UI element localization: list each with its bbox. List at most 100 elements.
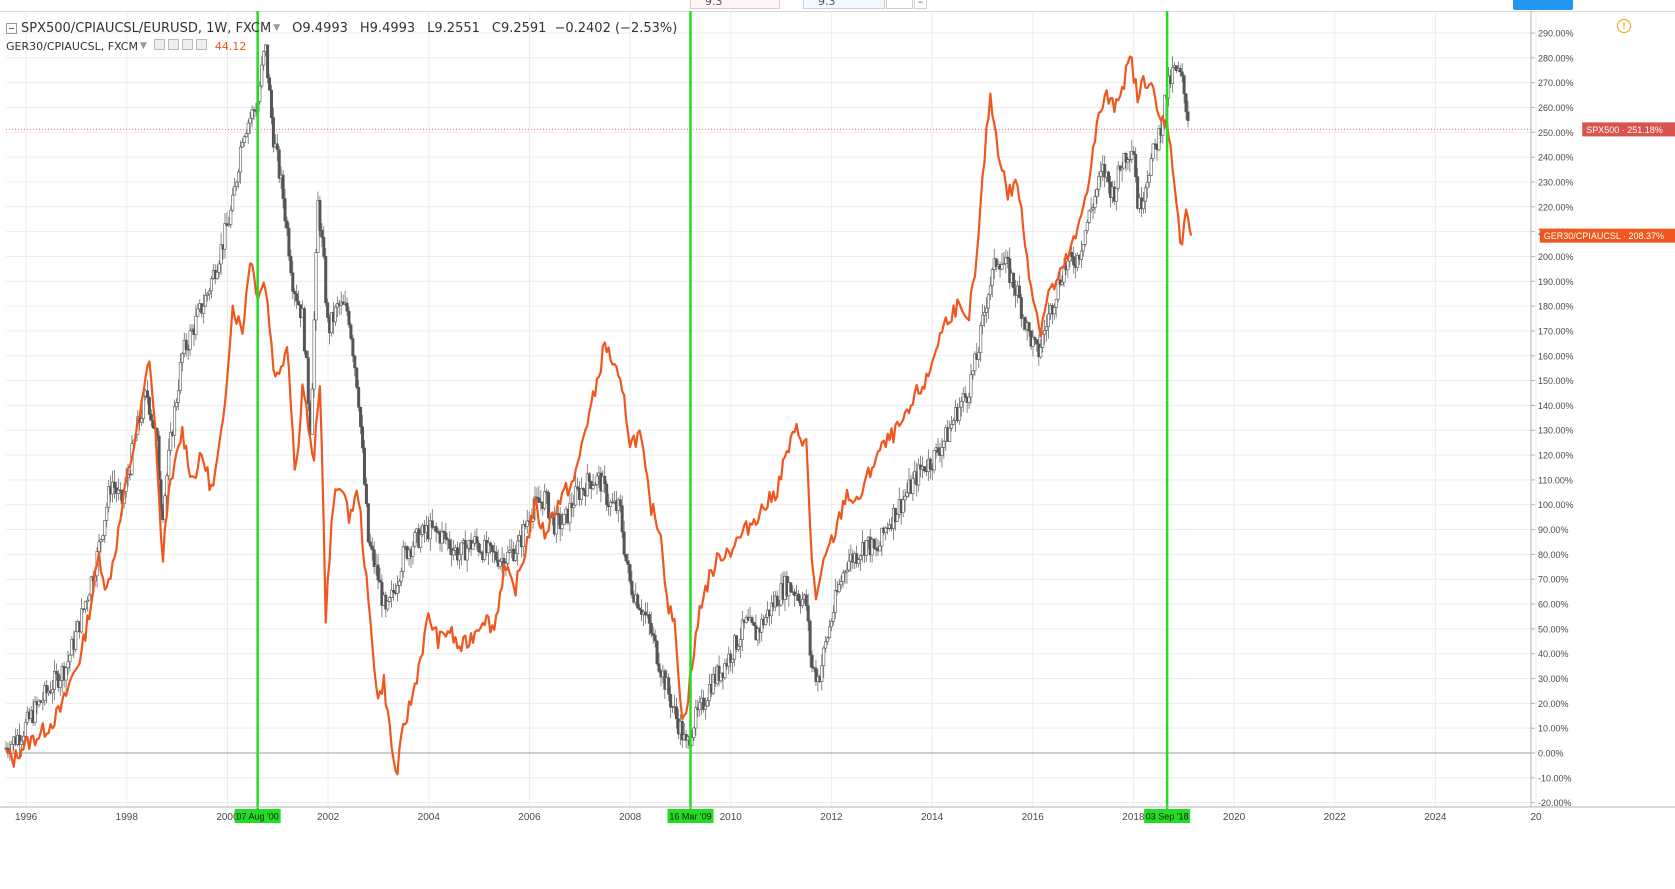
- candle-body: [593, 484, 597, 486]
- x-tick-label: 2016: [1022, 812, 1045, 823]
- candle-body: [33, 701, 37, 724]
- candle-body: [41, 700, 45, 703]
- candle-body: [845, 569, 849, 573]
- toolbar-field-b[interactable]: 9.3: [803, 0, 885, 9]
- candle-body: [459, 542, 463, 555]
- warning-icon[interactable]: !: [1617, 19, 1631, 33]
- x-tick-label: 2008: [619, 812, 642, 823]
- candle-body: [231, 194, 235, 211]
- candle-body: [237, 171, 241, 183]
- candle-body: [1116, 165, 1120, 189]
- main-symbol-label[interactable]: SPX500/CPIAUCSL/EURUSD, 1W, FXCM: [21, 20, 272, 36]
- candle-body: [543, 491, 547, 509]
- candle-body: [820, 665, 824, 682]
- x-tick-label: 2012: [820, 812, 843, 823]
- candle-body: [262, 51, 266, 66]
- candle-body: [859, 555, 863, 560]
- candle-body: [1076, 254, 1080, 268]
- candle-body: [1017, 285, 1021, 298]
- candle-body: [107, 486, 111, 508]
- candle-body: [457, 554, 461, 561]
- vertical-markers: 07 Aug '00 16 Mar '09 03 Sep '18: [234, 11, 1191, 823]
- candle-body: [880, 527, 884, 547]
- y-tick-label: 10.00%: [1538, 724, 1569, 734]
- candle-body: [740, 619, 744, 640]
- candle-body: [521, 524, 525, 548]
- candle-body: [547, 492, 551, 519]
- candle-body: [1157, 128, 1161, 150]
- candle-body: [777, 604, 781, 607]
- legend-main-row[interactable]: SPX500/CPIAUCSL/EURUSD, 1W, FXCM ▼ O9.49…: [6, 18, 677, 38]
- candle-body: [1039, 347, 1043, 358]
- y-tick-label: 110.00%: [1538, 475, 1573, 485]
- candle-body: [837, 584, 841, 593]
- candle-body: [752, 622, 756, 626]
- candle-body: [901, 499, 905, 513]
- eye-icon[interactable]: [153, 39, 165, 50]
- candle-body: [1008, 258, 1012, 283]
- candle-body: [736, 646, 740, 650]
- chevron-down-icon[interactable]: ▼: [273, 23, 281, 33]
- candle-body: [345, 302, 349, 312]
- x-tick-label: 20: [1530, 812, 1542, 823]
- y-tick-label: 180.00%: [1538, 302, 1574, 312]
- candle-body: [911, 478, 915, 494]
- candle-body: [711, 673, 715, 694]
- candle-body: [647, 614, 651, 624]
- candle-body: [981, 314, 985, 326]
- candle-body: [167, 449, 171, 477]
- candle-body: [448, 539, 452, 549]
- candle-body: [54, 671, 58, 675]
- chart-pane[interactable]: 07 Aug '00 16 Mar '09 03 Sep '18 1996 1998 2…: [0, 11, 1675, 889]
- candle-body: [204, 295, 208, 307]
- candle-body: [246, 122, 250, 134]
- candle-body: [1000, 264, 1004, 270]
- candle-body: [828, 626, 832, 639]
- candle-body: [514, 553, 518, 561]
- candle-body: [595, 475, 599, 485]
- settings-icon[interactable]: [167, 39, 179, 50]
- candle-body: [535, 496, 539, 499]
- x-tick-label: 1998: [116, 812, 139, 823]
- candle-body: [797, 593, 801, 601]
- candle-body: [738, 639, 742, 647]
- candle-body: [630, 580, 634, 596]
- candle-body: [359, 406, 363, 427]
- y-tick-label: 100.00%: [1538, 500, 1574, 510]
- compare-symbol-label[interactable]: GER30/CPIAUCSL, FXCM: [6, 39, 138, 53]
- candle-body: [895, 514, 899, 522]
- candle-body: [810, 654, 814, 668]
- toolbar-action-button[interactable]: [1513, 0, 1573, 10]
- candle-body: [831, 612, 835, 622]
- marker-date-badge: [234, 809, 281, 823]
- candle-body: [58, 680, 62, 688]
- chart-svg[interactable]: 07 Aug '00 16 Mar '09 03 Sep '18 1996 1998 2…: [0, 11, 1675, 889]
- candle-body: [452, 550, 456, 556]
- candle-body: [85, 599, 89, 603]
- candle-body: [884, 527, 888, 533]
- minimize-button[interactable]: –: [914, 0, 927, 9]
- candle-body: [440, 531, 444, 544]
- candle-body: [936, 447, 940, 453]
- legend-compare-row[interactable]: GER30/CPIAUCSL, FXCM ▼ 44.12: [6, 38, 677, 54]
- candle-body: [986, 294, 990, 309]
- close-icon[interactable]: [195, 39, 207, 50]
- collapse-legend-icon[interactable]: [6, 22, 17, 34]
- ohlc-low: L9.2551: [427, 20, 480, 36]
- candle-body: [353, 355, 357, 369]
- candle-body: [490, 545, 494, 552]
- candle-body: [516, 540, 520, 554]
- candle-body: [839, 581, 843, 586]
- candle-body: [1126, 159, 1130, 163]
- candle-body: [83, 601, 87, 610]
- toolbar-field-a[interactable]: 9.3: [690, 0, 780, 9]
- candle-body: [1093, 196, 1097, 208]
- candle-body: [366, 503, 370, 543]
- toolbar-clock-icon[interactable]: [886, 0, 913, 9]
- chevron-down-icon[interactable]: ▼: [139, 41, 147, 51]
- candle-body: [68, 654, 72, 663]
- price-badge-label: SPX500 · 251.18%: [1586, 125, 1663, 135]
- chart-legend: SPX500/CPIAUCSL/EURUSD, 1W, FXCM ▼ O9.49…: [6, 18, 677, 54]
- more-icon[interactable]: [181, 39, 193, 50]
- candle-body: [103, 520, 107, 536]
